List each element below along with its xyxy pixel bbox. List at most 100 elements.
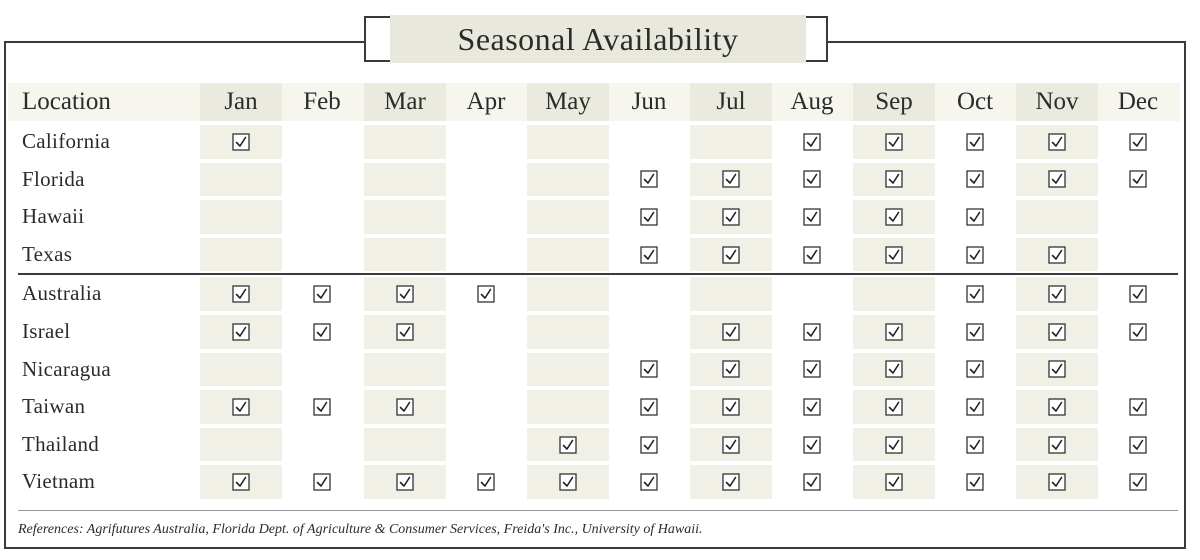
checked-box-icon (1048, 170, 1066, 189)
column-shade (364, 162, 446, 197)
checked-box-icon (885, 435, 903, 454)
checked-box-icon (803, 323, 821, 341)
checked-box-icon (1048, 323, 1066, 341)
checked-box-icon (966, 170, 984, 189)
checked-box-icon (966, 360, 984, 379)
header-column-shade (527, 83, 609, 121)
column-shade (853, 277, 935, 311)
location-name: Thailand (22, 431, 100, 456)
column-shade (200, 237, 282, 272)
month-header-apr: Apr (466, 88, 506, 115)
checked-box-icon (313, 285, 331, 303)
month-header-may: May (545, 88, 591, 115)
checked-box-icon (966, 285, 984, 303)
month-header-sep: Sep (875, 88, 913, 115)
month-header-aug: Aug (790, 88, 834, 115)
checked-box-icon (640, 473, 658, 491)
checked-box-icon (722, 323, 740, 341)
checked-box-icon (885, 245, 903, 264)
location-name: Florida (22, 166, 85, 191)
checked-box-icon (559, 473, 577, 491)
column-shade (200, 352, 282, 387)
checked-box-icon (396, 323, 414, 341)
column-shade (527, 352, 609, 387)
checked-box-icon (396, 473, 414, 491)
checked-box-icon (396, 285, 414, 303)
checked-box-icon (722, 360, 740, 379)
checked-box-icon (803, 133, 821, 151)
checked-box-icon (313, 398, 331, 416)
column-shade (200, 200, 282, 234)
column-shade (364, 125, 446, 159)
checked-box-icon (966, 398, 984, 416)
month-header-jul: Jul (716, 88, 746, 115)
checked-box-icon (885, 360, 903, 379)
checked-box-icon (803, 208, 821, 226)
header-column-shade (853, 83, 935, 121)
checked-box-icon (803, 360, 821, 379)
checked-box-icon (803, 245, 821, 264)
column-shade (200, 427, 282, 462)
column-shade (364, 200, 446, 234)
month-header-oct: Oct (956, 88, 994, 115)
checked-box-icon (640, 245, 658, 264)
location-header: Location (22, 88, 111, 115)
checked-box-icon (885, 133, 903, 151)
column-shade (364, 237, 446, 272)
region-divider (18, 273, 1178, 276)
checked-box-icon (803, 435, 821, 454)
header-column-shade (1016, 83, 1098, 121)
checked-box-icon (722, 245, 740, 264)
location-name: Vietnam (22, 469, 96, 494)
header-column-shade (690, 83, 772, 121)
checked-box-icon (885, 323, 903, 341)
checked-box-icon (232, 398, 250, 416)
column-shade (364, 352, 446, 387)
checked-box-icon (640, 360, 658, 379)
month-header-mar: Mar (384, 88, 426, 115)
references-note: References: Agrifutures Australia, Flori… (18, 522, 703, 537)
location-name: Texas (22, 241, 73, 266)
checked-box-icon (477, 473, 495, 491)
checked-box-icon (396, 398, 414, 416)
column-shade (527, 200, 609, 234)
page-title: Seasonal Availability (390, 15, 806, 63)
checked-box-icon (1129, 170, 1147, 189)
checked-box-icon (1129, 435, 1147, 454)
checked-box-icon (313, 473, 331, 491)
checked-box-icon (966, 208, 984, 226)
column-shade (527, 237, 609, 272)
checked-box-icon (885, 170, 903, 189)
references-divider (18, 510, 1178, 511)
header-column-shade (200, 83, 282, 121)
checked-box-icon (803, 398, 821, 416)
checked-box-icon (1048, 398, 1066, 416)
checked-box-icon (722, 398, 740, 416)
checked-box-icon (640, 170, 658, 189)
title-box: Seasonal Availability (364, 15, 828, 63)
checked-box-icon (477, 285, 495, 303)
checked-box-icon (966, 323, 984, 341)
checked-box-icon (1048, 133, 1066, 151)
checked-box-icon (232, 323, 250, 341)
checked-box-icon (966, 435, 984, 454)
column-shade (527, 315, 609, 349)
checked-box-icon (1129, 285, 1147, 303)
location-name: Australia (22, 281, 102, 306)
checked-box-icon (640, 398, 658, 416)
location-name: Hawaii (22, 204, 85, 229)
checked-box-icon (1048, 360, 1066, 379)
checked-box-icon (803, 473, 821, 491)
column-shade (527, 277, 609, 311)
checked-box-icon (1048, 435, 1066, 454)
checked-box-icon (1129, 133, 1147, 151)
checked-box-icon (722, 208, 740, 226)
location-name: Israel (22, 319, 71, 343)
column-shade (527, 390, 609, 424)
location-name: California (22, 129, 111, 153)
location-name: Taiwan (22, 394, 86, 419)
checked-box-icon (885, 398, 903, 416)
month-header-nov: Nov (1035, 88, 1079, 115)
checked-box-icon (722, 170, 740, 189)
checked-box-icon (232, 285, 250, 303)
